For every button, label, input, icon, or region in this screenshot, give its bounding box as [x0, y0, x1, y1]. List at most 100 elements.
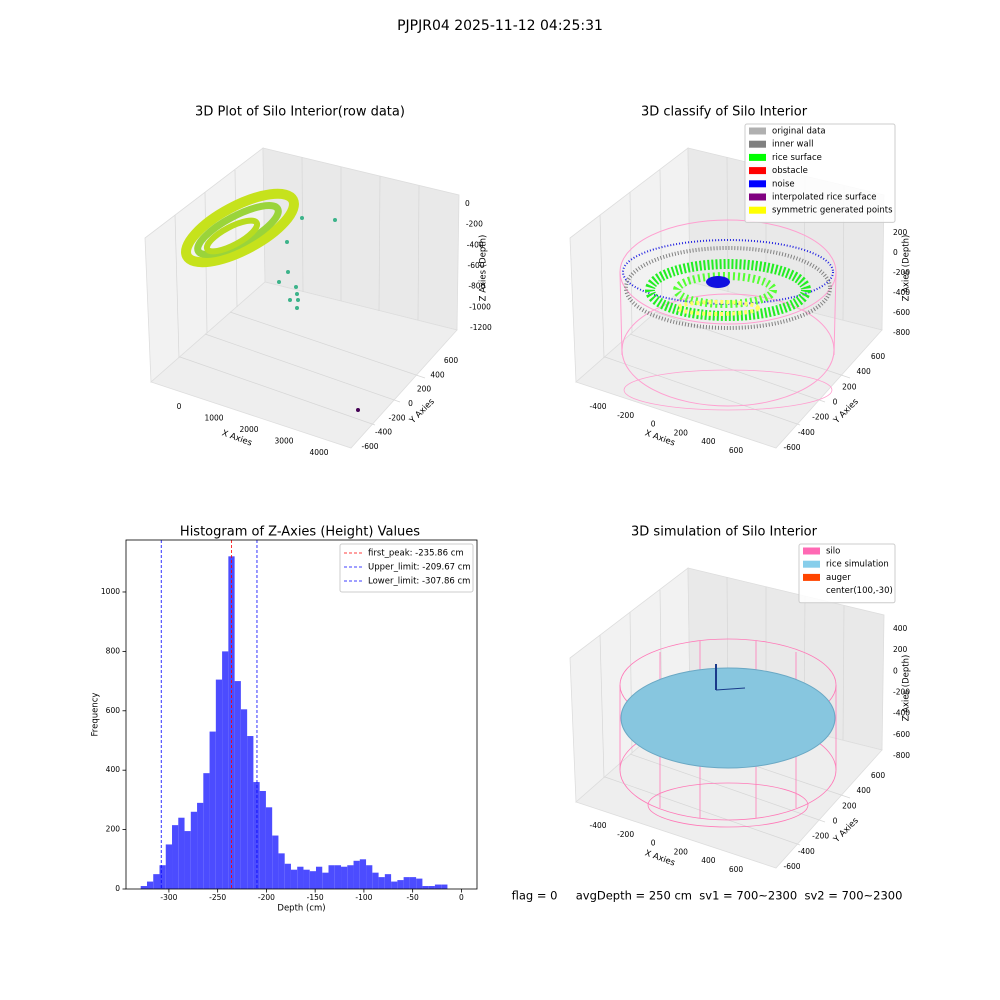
bar	[146, 881, 154, 889]
legend-box	[798, 543, 896, 604]
y-tick-label: -600	[783, 862, 800, 871]
legend-label: interpolated rice surface	[772, 193, 877, 203]
x-tick-label: 1000	[204, 414, 223, 423]
y-tick-label: -400	[798, 847, 815, 856]
z-tick-label: -1200	[470, 323, 492, 332]
y-tick-label: -200	[812, 832, 829, 841]
bar	[359, 859, 367, 889]
x-axis-label: X Axies	[643, 428, 676, 448]
chart-title: 3D Plot of Silo Interior(row data)	[195, 105, 405, 120]
y-tick-label: 200	[842, 382, 857, 391]
x-tick-label: -250	[209, 893, 226, 902]
z-axis-label: Z Axies (Depth)	[902, 235, 912, 302]
legend-swatch	[749, 180, 766, 188]
x-tick-label: -400	[589, 821, 606, 830]
bar	[184, 831, 191, 889]
z-tick-label: -1000	[469, 302, 491, 311]
bar	[140, 886, 147, 889]
legend-box	[339, 543, 474, 593]
bar	[259, 790, 266, 889]
classified-points	[619, 219, 837, 411]
chart-title: 3D simulation of Silo Interior	[631, 525, 818, 540]
y-tick-label: 600	[444, 356, 459, 365]
y-tick-label: 600	[871, 771, 886, 780]
x-axis-label: X Axies	[643, 848, 676, 868]
bar	[265, 807, 273, 889]
legend-label: auger	[826, 573, 851, 583]
bar	[215, 679, 223, 889]
y-tick-label: 0	[115, 884, 120, 893]
y-tick-label: 1000	[101, 587, 120, 596]
bar	[315, 866, 323, 889]
bar	[384, 874, 392, 889]
bar	[347, 865, 354, 889]
z-tick-label: -400	[893, 709, 910, 718]
x-tick-label: 0	[651, 839, 656, 848]
bar	[253, 782, 260, 889]
bar	[234, 681, 241, 889]
chart-title: 3D classify of Silo Interior	[641, 105, 808, 120]
z-tick-label: -600	[893, 730, 910, 739]
y-tick-label: -200	[388, 413, 405, 422]
bar	[240, 709, 248, 889]
legend-label: rice simulation	[826, 560, 889, 570]
annotation: flag = 0 avgDepth = 250 cm sv1 = 700~230…	[512, 889, 903, 903]
x-tick-label: -300	[160, 893, 177, 902]
legend-swatch	[749, 167, 766, 175]
legend-label: obstacle	[772, 166, 808, 176]
x-tick-label: -100	[355, 893, 372, 902]
bar	[290, 869, 298, 889]
legend-swatch	[749, 206, 766, 214]
legend-label: symmetric generated points	[772, 206, 893, 216]
bar	[366, 865, 373, 889]
bar	[153, 874, 160, 889]
x-tick-label: 2000	[239, 425, 258, 434]
z-tick-label: 0	[893, 666, 898, 675]
legend-swatch	[749, 153, 766, 161]
legend-label: inner wall	[772, 140, 813, 150]
silo-simulation	[619, 638, 837, 828]
z-tick-label: 400	[893, 624, 908, 633]
z-tick-label: 0	[465, 199, 470, 208]
x-tick-label: 4000	[309, 448, 328, 457]
x-tick-label: 200	[674, 428, 689, 437]
bar	[203, 773, 210, 889]
bar	[416, 878, 423, 889]
x-tick-label: -150	[307, 893, 324, 902]
z-tick-label: -800	[893, 328, 910, 337]
bar	[172, 825, 179, 889]
bar	[309, 871, 316, 889]
x-tick-label: 600	[729, 446, 744, 455]
y-tick-label: 400	[106, 765, 121, 774]
y-tick-label: 200	[842, 801, 857, 810]
bar	[284, 863, 291, 889]
bar	[278, 853, 285, 889]
z-tick-label: -800	[893, 751, 910, 760]
x-tick-label: 200	[674, 847, 689, 856]
bar	[341, 866, 348, 889]
bar	[328, 865, 335, 889]
z-tick-label: -800	[468, 282, 485, 291]
legend-label: first_peak: -235.86 cm	[368, 549, 464, 559]
x-tick-label: 400	[701, 437, 716, 446]
bar	[165, 844, 173, 889]
bar	[209, 731, 216, 889]
z-tick-label: 200	[893, 645, 908, 654]
z-tick-label: -200	[893, 268, 910, 277]
y-tick-label: -400	[798, 428, 815, 437]
legend-label: rice surface	[772, 153, 822, 163]
bar	[403, 877, 410, 889]
legend-swatch	[803, 547, 820, 555]
y-tick-label: 400	[430, 370, 445, 379]
bar	[297, 866, 304, 889]
legend-swatch	[749, 193, 766, 201]
legend-box	[744, 123, 896, 223]
z-tick-label: -200	[893, 688, 910, 697]
plot-frame	[125, 539, 478, 890]
x-tick-label: 0	[177, 402, 182, 411]
legend-swatch	[749, 127, 766, 135]
z-tick-label: -600	[468, 261, 485, 270]
bar	[197, 802, 204, 889]
z-tick-label: 0	[893, 248, 898, 257]
